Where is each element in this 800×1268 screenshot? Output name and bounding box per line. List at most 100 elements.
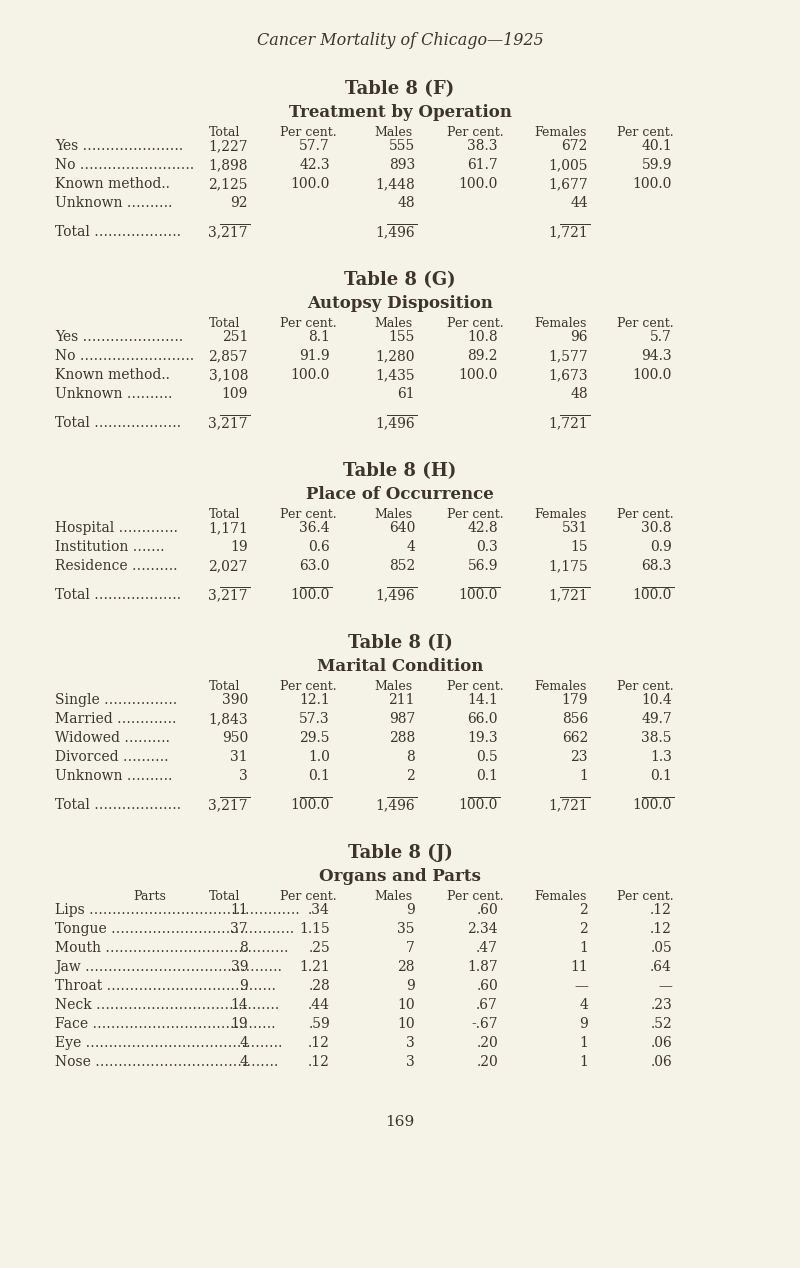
Text: 10.4: 10.4	[642, 694, 672, 708]
Text: Per cent.: Per cent.	[446, 126, 503, 139]
Text: 1.21: 1.21	[299, 960, 330, 974]
Text: 3,108: 3,108	[209, 368, 248, 382]
Text: 251: 251	[222, 330, 248, 344]
Text: Total ……………….: Total ……………….	[55, 798, 181, 812]
Text: 96: 96	[570, 330, 588, 344]
Text: Males: Males	[374, 890, 412, 903]
Text: .47: .47	[476, 941, 498, 955]
Text: 1,435: 1,435	[375, 368, 415, 382]
Text: Yes ………………….: Yes ………………….	[55, 139, 183, 153]
Text: 1,577: 1,577	[548, 349, 588, 363]
Text: .60: .60	[476, 903, 498, 917]
Text: Single …………….: Single …………….	[55, 694, 177, 708]
Text: 28: 28	[398, 960, 415, 974]
Text: 23: 23	[570, 749, 588, 765]
Text: 211: 211	[389, 694, 415, 708]
Text: 3,217: 3,217	[208, 416, 248, 430]
Text: 950: 950	[222, 730, 248, 746]
Text: 4: 4	[239, 1036, 248, 1050]
Text: 3: 3	[239, 768, 248, 784]
Text: .23: .23	[650, 998, 672, 1012]
Text: 2,125: 2,125	[209, 178, 248, 191]
Text: .12: .12	[650, 903, 672, 917]
Text: .12: .12	[308, 1036, 330, 1050]
Text: Eye …………………………………….: Eye …………………………………….	[55, 1036, 282, 1050]
Text: Cancer Mortality of Chicago—1925: Cancer Mortality of Chicago—1925	[257, 32, 543, 49]
Text: 15: 15	[570, 540, 588, 554]
Text: 555: 555	[389, 139, 415, 153]
Text: No …………………….: No …………………….	[55, 158, 194, 172]
Text: Total: Total	[210, 508, 241, 521]
Text: Per cent.: Per cent.	[617, 317, 674, 330]
Text: Unknown ……….: Unknown ……….	[55, 197, 172, 210]
Text: 44: 44	[570, 197, 588, 210]
Text: Per cent.: Per cent.	[446, 680, 503, 694]
Text: 4: 4	[406, 540, 415, 554]
Text: Per cent.: Per cent.	[280, 890, 336, 903]
Text: 12.1: 12.1	[299, 694, 330, 708]
Text: 987: 987	[389, 713, 415, 727]
Text: .34: .34	[308, 903, 330, 917]
Text: Males: Males	[374, 317, 412, 330]
Text: Table 8 (I): Table 8 (I)	[347, 634, 453, 652]
Text: 1,843: 1,843	[208, 713, 248, 727]
Text: Per cent.: Per cent.	[446, 890, 503, 903]
Text: 1,171: 1,171	[208, 521, 248, 535]
Text: 31: 31	[230, 749, 248, 765]
Text: Face ………………………………….: Face ………………………………….	[55, 1017, 275, 1031]
Text: 1,175: 1,175	[548, 559, 588, 573]
Text: 61: 61	[398, 387, 415, 401]
Text: 109: 109	[222, 387, 248, 401]
Text: 100.0: 100.0	[633, 588, 672, 602]
Text: 893: 893	[389, 158, 415, 172]
Text: 11: 11	[230, 903, 248, 917]
Text: 0.9: 0.9	[650, 540, 672, 554]
Text: 2: 2	[579, 922, 588, 936]
Text: 390: 390	[222, 694, 248, 708]
Text: 42.3: 42.3	[299, 158, 330, 172]
Text: Per cent.: Per cent.	[617, 508, 674, 521]
Text: 4: 4	[239, 1055, 248, 1069]
Text: 672: 672	[562, 139, 588, 153]
Text: 68.3: 68.3	[642, 559, 672, 573]
Text: 1: 1	[579, 1055, 588, 1069]
Text: Total: Total	[210, 126, 241, 139]
Text: Unknown ……….: Unknown ……….	[55, 768, 172, 784]
Text: 8: 8	[406, 749, 415, 765]
Text: Jaw …………………………………….: Jaw …………………………………….	[55, 960, 282, 974]
Text: 56.9: 56.9	[467, 559, 498, 573]
Text: 57.3: 57.3	[299, 713, 330, 727]
Text: Per cent.: Per cent.	[617, 680, 674, 694]
Text: 100.0: 100.0	[458, 588, 498, 602]
Text: 4: 4	[579, 998, 588, 1012]
Text: Males: Males	[374, 508, 412, 521]
Text: Per cent.: Per cent.	[446, 508, 503, 521]
Text: .64: .64	[650, 960, 672, 974]
Text: Nose ………………………………….: Nose ………………………………….	[55, 1055, 278, 1069]
Text: —: —	[574, 979, 588, 993]
Text: Per cent.: Per cent.	[280, 508, 336, 521]
Text: Tongue ………………………………….: Tongue ………………………………….	[55, 922, 294, 936]
Text: 38.3: 38.3	[467, 139, 498, 153]
Text: 1,496: 1,496	[375, 588, 415, 602]
Text: 2,857: 2,857	[209, 349, 248, 363]
Text: .60: .60	[476, 979, 498, 993]
Text: 1,496: 1,496	[375, 798, 415, 812]
Text: Place of Occurrence: Place of Occurrence	[306, 486, 494, 503]
Text: 3: 3	[406, 1055, 415, 1069]
Text: 10: 10	[398, 1017, 415, 1031]
Text: Males: Males	[374, 126, 412, 139]
Text: 1,721: 1,721	[548, 416, 588, 430]
Text: Mouth ………………………………….: Mouth ………………………………….	[55, 941, 288, 955]
Text: Lips ……………………………………….: Lips ……………………………………….	[55, 903, 300, 917]
Text: .59: .59	[308, 1017, 330, 1031]
Text: 48: 48	[570, 387, 588, 401]
Text: 155: 155	[389, 330, 415, 344]
Text: .20: .20	[476, 1036, 498, 1050]
Text: 40.1: 40.1	[642, 139, 672, 153]
Text: 61.7: 61.7	[467, 158, 498, 172]
Text: Parts: Parts	[134, 890, 166, 903]
Text: 9: 9	[579, 1017, 588, 1031]
Text: 2: 2	[406, 768, 415, 784]
Text: 1.87: 1.87	[467, 960, 498, 974]
